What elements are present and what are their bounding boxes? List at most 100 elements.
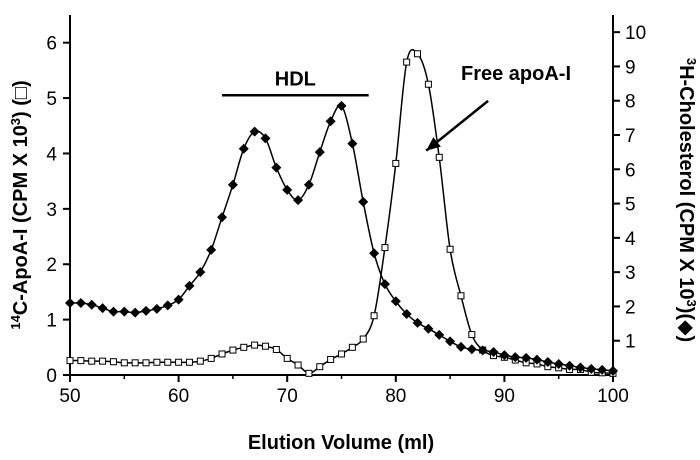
tick-marks bbox=[63, 31, 620, 382]
cholesterol-series-point-93 bbox=[531, 354, 542, 365]
apoa-series-point-86 bbox=[457, 292, 465, 300]
cholesterol-series-point-64 bbox=[217, 212, 228, 223]
apoa-series-point-54 bbox=[109, 358, 117, 366]
apoa-series bbox=[66, 48, 617, 377]
x-axis-title: Elution Volume (ml) bbox=[248, 432, 434, 454]
cholesterol-series-point-56 bbox=[130, 307, 141, 318]
y-right-tick-label-8: 8 bbox=[625, 92, 636, 113]
apoa-series-point-72 bbox=[305, 369, 313, 377]
y-left-tick-label-2: 2 bbox=[46, 255, 57, 276]
cholesterol-series-point-87 bbox=[466, 344, 477, 355]
y-axis-left-title: 14C-ApoA-I (CPM X 103) (□) bbox=[8, 80, 32, 329]
apoa-series-point-66 bbox=[240, 343, 248, 351]
cholesterol-series-point-96 bbox=[564, 360, 575, 371]
cholesterol-series-point-72 bbox=[303, 179, 314, 190]
annotations: HDL Free apoA-I bbox=[222, 63, 571, 152]
cholesterol-series-point-82 bbox=[412, 317, 423, 328]
apoa-series-point-79 bbox=[381, 244, 389, 252]
apoa-series-point-82 bbox=[414, 50, 422, 58]
cholesterol-series-point-55 bbox=[119, 306, 130, 317]
x-tick-label-100: 100 bbox=[597, 386, 629, 407]
cholesterol-series-point-89 bbox=[488, 347, 499, 358]
cholesterol-series-point-71 bbox=[293, 195, 304, 206]
cholesterol-series-point-78 bbox=[369, 248, 380, 259]
apoa-series-point-76 bbox=[348, 343, 356, 351]
y-axis-left-title-tail: ) (□) bbox=[10, 80, 32, 118]
cholesterol-series-point-51 bbox=[75, 298, 86, 308]
cholesterol-series-point-65 bbox=[227, 179, 238, 190]
cholesterol-series-point-95 bbox=[553, 359, 564, 370]
y-right-tick-label-2: 2 bbox=[625, 297, 636, 318]
cholesterol-series-point-81 bbox=[401, 308, 412, 319]
apoa-series-point-61 bbox=[185, 358, 193, 366]
y-axis-right-title-exp: 3 bbox=[684, 300, 699, 307]
cholesterol-series-point-67 bbox=[249, 126, 260, 137]
apoa-series-point-74 bbox=[327, 355, 335, 363]
apoa-series-point-60 bbox=[175, 358, 183, 366]
cholesterol-series-point-59 bbox=[162, 300, 173, 311]
apoa-series-point-52 bbox=[88, 357, 96, 365]
y-axis-right-title-prefix: 3 bbox=[684, 58, 699, 65]
y-right-tick-label-9: 9 bbox=[625, 57, 636, 78]
cholesterol-series-point-76 bbox=[347, 138, 358, 149]
apoa-series-point-75 bbox=[338, 350, 345, 358]
cholesterol-series-point-79 bbox=[379, 279, 390, 290]
cholesterol-series-point-90 bbox=[499, 350, 510, 361]
y-right-tick-label-10: 10 bbox=[625, 23, 646, 44]
apoa-series-point-70 bbox=[283, 354, 291, 362]
series-layer bbox=[65, 48, 618, 377]
cholesterol-series-point-94 bbox=[542, 356, 553, 367]
y-left-tick-label-4: 4 bbox=[46, 144, 57, 165]
cholesterol-series-point-70 bbox=[282, 184, 293, 195]
cholesterol-series-point-98 bbox=[586, 363, 597, 374]
cholesterol-series-point-88 bbox=[477, 345, 488, 356]
cholesterol-series-point-83 bbox=[423, 323, 434, 334]
cholesterol-series-point-91 bbox=[510, 352, 521, 363]
apoa-series-point-59 bbox=[164, 358, 172, 366]
apoa-series-point-51 bbox=[77, 357, 85, 365]
y-axis-left-title-prefix: 14 bbox=[8, 314, 23, 329]
cholesterol-series-point-68 bbox=[260, 133, 271, 144]
hdl-label: HDL bbox=[275, 68, 316, 90]
y-axis-right-title: 3H-Cholesterol (CPM X 103)(◆) bbox=[675, 58, 699, 342]
cholesterol-series-point-86 bbox=[455, 341, 466, 352]
apoa-series-point-68 bbox=[261, 342, 269, 350]
apoa-series-point-65 bbox=[229, 346, 237, 354]
cholesterol-series-point-60 bbox=[173, 294, 184, 305]
apoa-series-point-56 bbox=[131, 359, 139, 367]
apoa-series-point-73 bbox=[316, 363, 324, 371]
y-right-tick-label-5: 5 bbox=[625, 195, 636, 216]
apoa-series-point-81 bbox=[403, 58, 411, 66]
cholesterol-series-point-84 bbox=[434, 329, 445, 340]
apoa-series-point-63 bbox=[207, 354, 215, 362]
cholesterol-series-point-54 bbox=[108, 306, 119, 317]
y-right-tick-label-1: 1 bbox=[625, 332, 636, 353]
free-apoa-arrow-head bbox=[426, 137, 441, 151]
cholesterol-series-point-62 bbox=[195, 267, 206, 278]
cholesterol-series-point-53 bbox=[97, 303, 108, 314]
apoa-series-point-84 bbox=[435, 153, 443, 161]
y-left-tick-label-1: 1 bbox=[46, 311, 57, 332]
y-axis-left-title-exp: 3 bbox=[8, 118, 23, 125]
cholesterol-series-point-100 bbox=[608, 365, 618, 376]
cholesterol-series-point-74 bbox=[325, 116, 336, 127]
x-tick-label-50: 50 bbox=[59, 386, 80, 407]
y-right-tick-label-7: 7 bbox=[625, 126, 636, 147]
apoa-series-point-77 bbox=[359, 335, 367, 343]
apoa-series-point-58 bbox=[153, 358, 161, 366]
cholesterol-series-point-73 bbox=[314, 147, 325, 158]
cholesterol-series-point-97 bbox=[575, 362, 586, 373]
tick-labels: 50 60 70 80 90 100 0 1 2 3 4 5 6 1 2 3 4 5 6 7 8 9 10 bbox=[46, 23, 646, 407]
apoa-series-point-78 bbox=[370, 312, 378, 320]
cholesterol-series-point-77 bbox=[358, 196, 369, 207]
apoa-series-point-57 bbox=[142, 359, 150, 367]
x-tick-label-90: 90 bbox=[494, 386, 515, 407]
apoa-series-point-85 bbox=[446, 245, 454, 253]
apoa-series-point-62 bbox=[196, 357, 204, 365]
apoa-series-point-69 bbox=[272, 346, 280, 354]
apoa-series-point-64 bbox=[218, 350, 226, 358]
y-right-tick-label-6: 6 bbox=[625, 160, 636, 181]
y-left-tick-label-0: 0 bbox=[46, 366, 57, 387]
cholesterol-series-point-58 bbox=[151, 303, 162, 314]
